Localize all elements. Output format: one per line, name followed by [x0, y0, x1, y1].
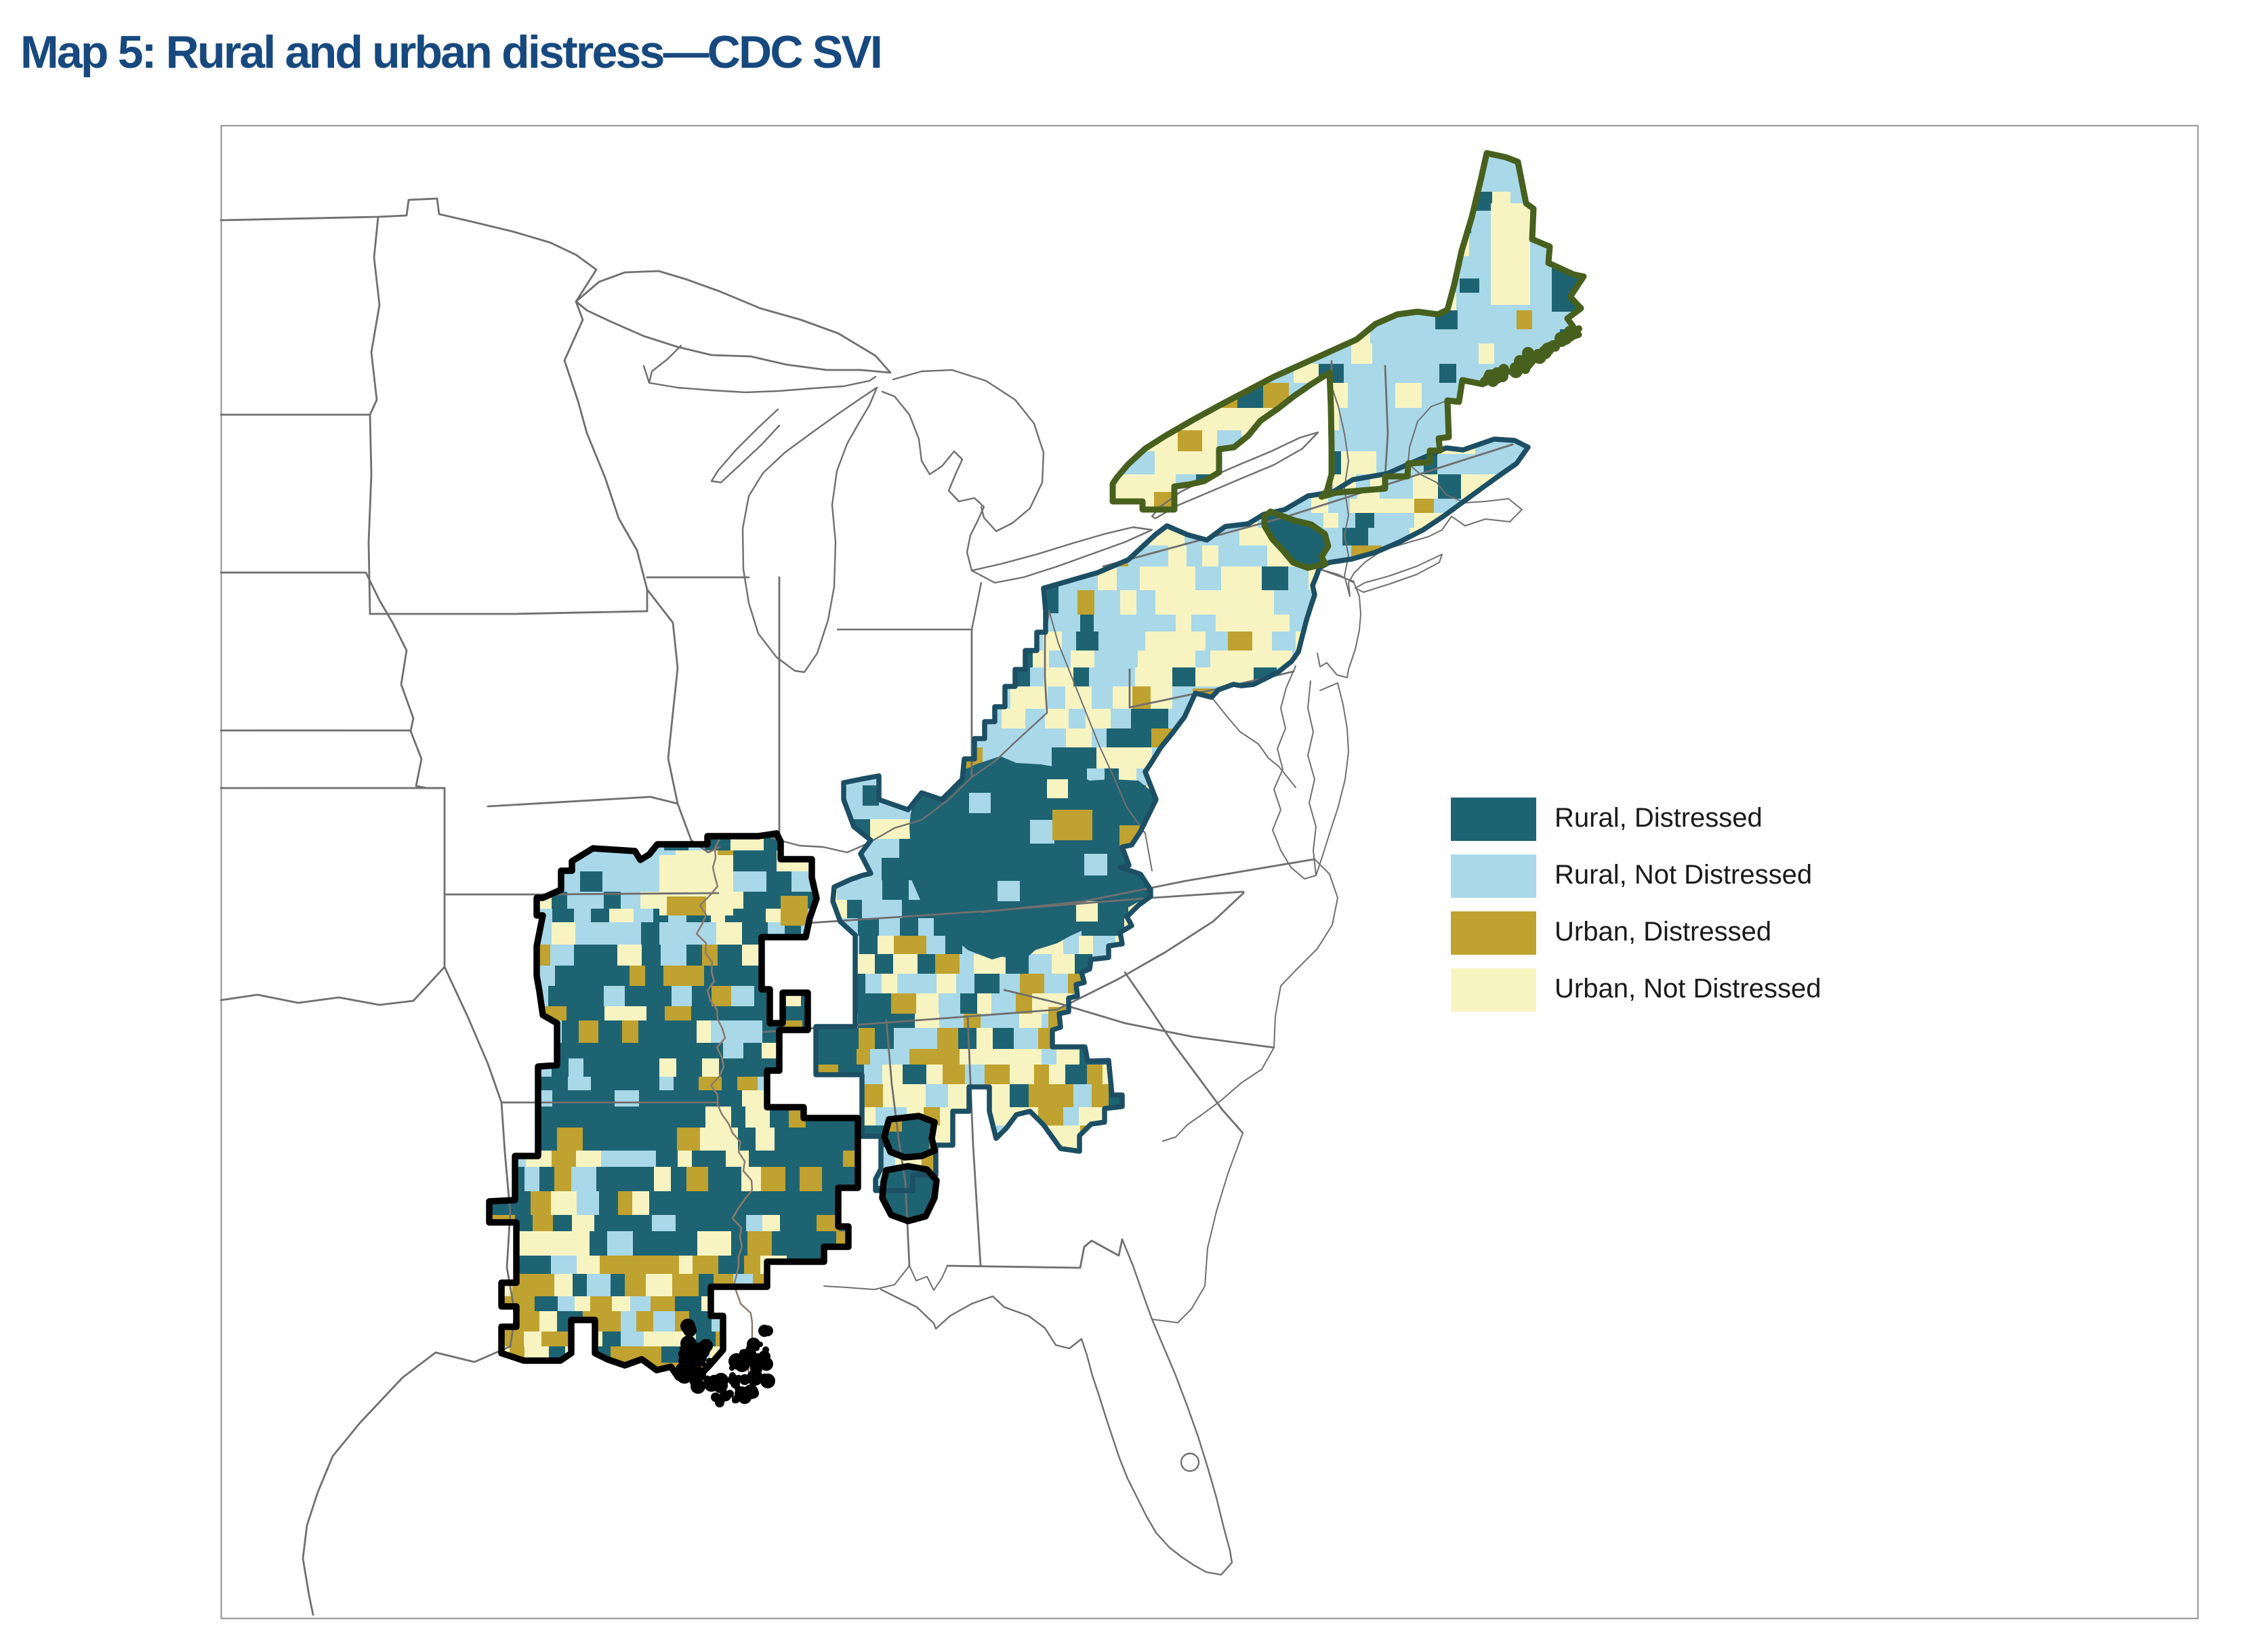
svg-text:Rural, Distressed: Rural, Distressed: [1555, 803, 1763, 833]
svg-text:Urban, Not Distressed: Urban, Not Distressed: [1555, 974, 1821, 1004]
svg-text:Map 5: Rural and urban distres: Map 5: Rural and urban distress—CDC SVI: [20, 26, 881, 78]
svg-text:Rural, Not Distressed: Rural, Not Distressed: [1555, 860, 1812, 890]
svg-text:Urban, Distressed: Urban, Distressed: [1555, 917, 1771, 947]
